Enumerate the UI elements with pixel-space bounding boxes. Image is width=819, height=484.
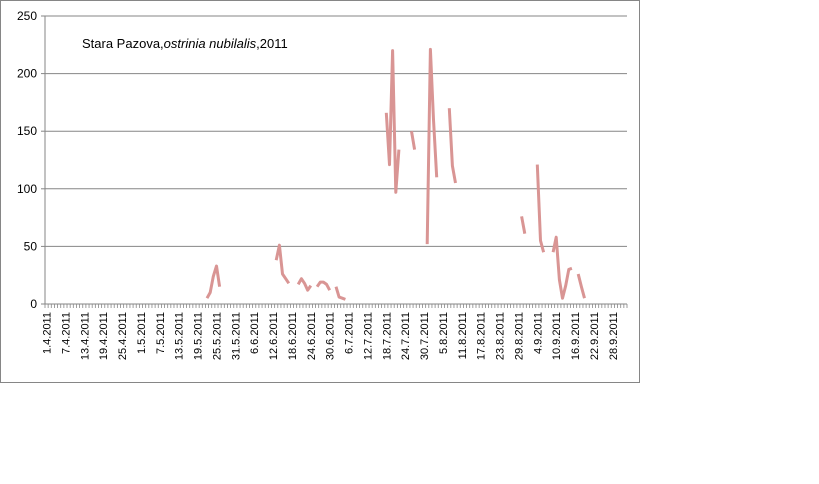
gridlines xyxy=(45,15,627,247)
x-tick-label: 19.5.2011 xyxy=(193,312,205,360)
y-tick-label: 200 xyxy=(17,67,37,81)
x-tick-label: 28.9.2011 xyxy=(608,312,620,360)
x-tick-label: 7.5.2011 xyxy=(155,312,167,354)
x-tick-label: 6.7.2011 xyxy=(344,312,356,354)
x-tick-label: 16.9.2011 xyxy=(570,312,582,360)
x-tick-label: 5.8.2011 xyxy=(438,312,450,354)
x-tick-label: 24.7.2011 xyxy=(400,312,412,360)
x-tick-label: 6.6.2011 xyxy=(249,312,261,354)
x-tick-label: 1.4.2011 xyxy=(42,312,54,354)
x-tick-label: 31.5.2011 xyxy=(230,312,242,360)
x-tick-label: 18.6.2011 xyxy=(287,312,299,360)
series-line-segment xyxy=(384,49,401,194)
x-tick-label: 30.7.2011 xyxy=(419,312,431,360)
y-tick-label: 50 xyxy=(24,239,38,253)
y-tick-label: 250 xyxy=(17,9,37,23)
chart-title: Stara Pazova,ostrinia nubilalis,2011 xyxy=(82,36,288,51)
y-tick-label: 100 xyxy=(17,182,37,196)
y-tick-labels: 0 50 100 150 200 250 xyxy=(17,9,37,311)
chart-frame xyxy=(0,0,640,383)
x-tick-labels: 1.4.2011 7.4.2011 13.4.2011 19.4.2011 25.4.2… xyxy=(42,312,620,360)
x-tick-label: 7.4.2011 xyxy=(60,312,72,354)
title-part-year: ,2011 xyxy=(256,36,288,51)
series-line-segment xyxy=(447,108,457,184)
series-line-segment xyxy=(334,286,346,301)
series-line-segment xyxy=(520,216,527,234)
series-line-segment xyxy=(576,273,586,299)
series-line-segment xyxy=(535,164,546,253)
x-tick-label: 13.4.2011 xyxy=(79,312,91,360)
x-tick-label: 11.8.2011 xyxy=(457,312,469,359)
y-tick-label: 0 xyxy=(30,297,37,311)
series-line-segment xyxy=(315,280,332,291)
x-tick-label: 29.8.2011 xyxy=(513,312,525,360)
x-tick-label: 13.5.2011 xyxy=(174,312,186,360)
x-tick-label: 22.9.2011 xyxy=(589,312,601,360)
series-line-segment xyxy=(205,264,222,299)
axes xyxy=(41,15,628,308)
series-line-segment xyxy=(296,277,313,292)
x-tick-label: 12.7.2011 xyxy=(362,312,374,360)
x-tick-label: 25.4.2011 xyxy=(117,312,129,360)
title-part-species: ostrinia nubilalis xyxy=(164,36,257,51)
x-tick-label: 30.6.2011 xyxy=(325,312,337,360)
x-tick-label: 10.9.2011 xyxy=(551,312,563,360)
x-tick-label: 24.6.2011 xyxy=(306,312,318,360)
series-line-segment xyxy=(425,47,439,245)
x-tick-label: 17.8.2011 xyxy=(476,312,488,360)
y-tick-label: 150 xyxy=(17,124,37,138)
series-line-segment xyxy=(410,130,417,150)
x-tick-label: 23.8.2011 xyxy=(495,312,507,360)
series-lines xyxy=(205,47,586,301)
x-tick-label: 18.7.2011 xyxy=(381,312,393,360)
x-tick-label: 1.5.2011 xyxy=(136,312,148,354)
series-line-segment xyxy=(274,243,291,285)
title-part-location: Stara Pazova, xyxy=(82,36,164,51)
x-tick-label: 4.9.2011 xyxy=(532,312,544,354)
x-tick-label: 19.4.2011 xyxy=(98,312,110,360)
series-line-segment xyxy=(551,235,573,300)
x-tick-label: 25.5.2011 xyxy=(211,312,223,360)
x-tick-label: 12.6.2011 xyxy=(268,312,280,360)
